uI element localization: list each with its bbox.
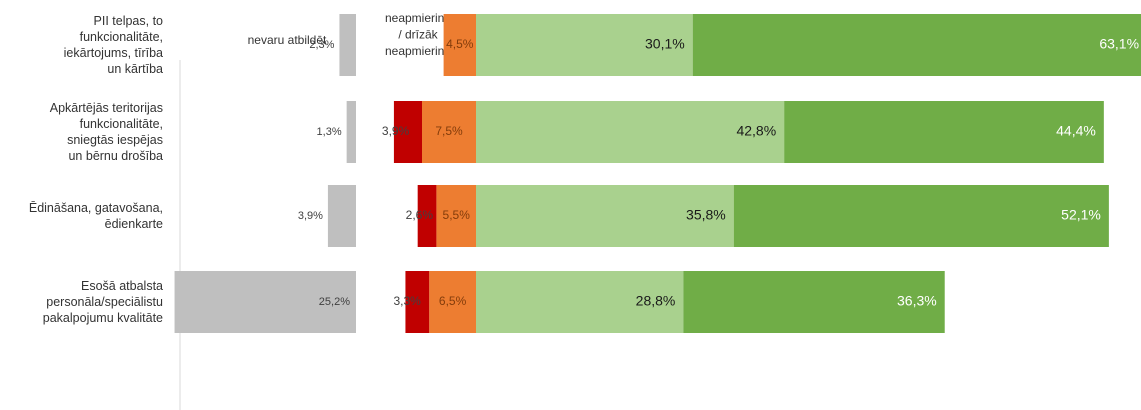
data-label-nevaru-atbildet: 3,9%	[298, 210, 323, 222]
data-label-drizak-apmierina: 28,8%	[636, 293, 676, 309]
column-header-na: nevaru atbildēt	[248, 33, 327, 47]
bar-segment-drizak-neapmierina	[436, 185, 476, 247]
column-header-neg: neapmierina / drīzāk neapmierina	[385, 11, 451, 58]
bar-segment-drizak-apmierina	[476, 185, 734, 247]
category-labels: PII telpas, to funkcionalitāte, iekārtojum…	[29, 14, 163, 325]
data-label-apmierina: 63,1%	[1099, 36, 1139, 52]
bar-segment-drizak-neapmierina	[429, 271, 476, 333]
data-label-apmierina: 52,1%	[1061, 207, 1101, 223]
bars: 2,3% 4,5% 30,1% 63,1% 1,3% 3,9% 7,5% 42,8% 44,4%…	[174, 14, 1141, 333]
data-label-neapmierina: 3,9%	[382, 124, 410, 138]
data-label-drizak-neapmierina: 4,5%	[446, 37, 474, 51]
data-label-neapmierina: 3,3%	[393, 294, 421, 308]
data-label-drizak-neapmierina: 7,5%	[435, 124, 463, 138]
data-label-drizak-apmierina: 35,8%	[686, 207, 726, 223]
bar-segment-nevaru-atbildet	[339, 14, 356, 76]
bar-segment-neapmierina	[405, 271, 430, 333]
category-label: Esošā atbalsta personāla/speciālistu pakal…	[43, 279, 163, 325]
bar-segment-apmierina	[692, 14, 1141, 76]
data-label-drizak-apmierina: 30,1%	[645, 36, 685, 52]
data-label-drizak-neapmierina: 5,5%	[443, 208, 471, 222]
data-label-nevaru-atbildet: 1,3%	[317, 126, 342, 138]
data-label-neapmierina: 2,6%	[406, 208, 434, 222]
bar-segment-neapmierina	[393, 101, 422, 163]
data-label-drizak-neapmierina: 6,5%	[439, 294, 467, 308]
bar-segment-apmierina	[683, 271, 945, 333]
bar-segment-nevaru-atbildet	[346, 101, 356, 163]
bar-segment-nevaru-atbildet	[327, 185, 356, 247]
bar-segment-drizak-neapmierina	[443, 14, 476, 76]
category-label: Ēdināšana, gatavošana, ēdienkarte	[29, 201, 163, 231]
bar-segment-apmierina	[784, 101, 1104, 163]
category-label: Apkārtējās teritorijas funkcionalitāte, sn…	[50, 101, 163, 163]
bar-segment-drizak-apmierina	[476, 101, 785, 163]
bar-segment-nevaru-atbildet	[174, 271, 356, 333]
data-label-drizak-apmierina: 42,8%	[736, 123, 776, 139]
data-label-nevaru-atbildet: 2,3%	[309, 39, 334, 51]
bar-segment-drizak-apmierina	[476, 271, 684, 333]
bar-segment-apmierina	[733, 185, 1109, 247]
bar-segment-drizak-apmierina	[476, 14, 693, 76]
bar-segment-neapmierina	[417, 185, 437, 247]
category-label: PII telpas, to funkcionalitāte, iekārtojum…	[64, 14, 163, 76]
data-label-apmierina: 44,4%	[1056, 123, 1096, 139]
data-label-apmierina: 36,3%	[897, 293, 937, 309]
data-label-nevaru-atbildet: 25,2%	[319, 296, 350, 308]
bar-segment-drizak-neapmierina	[422, 101, 476, 163]
